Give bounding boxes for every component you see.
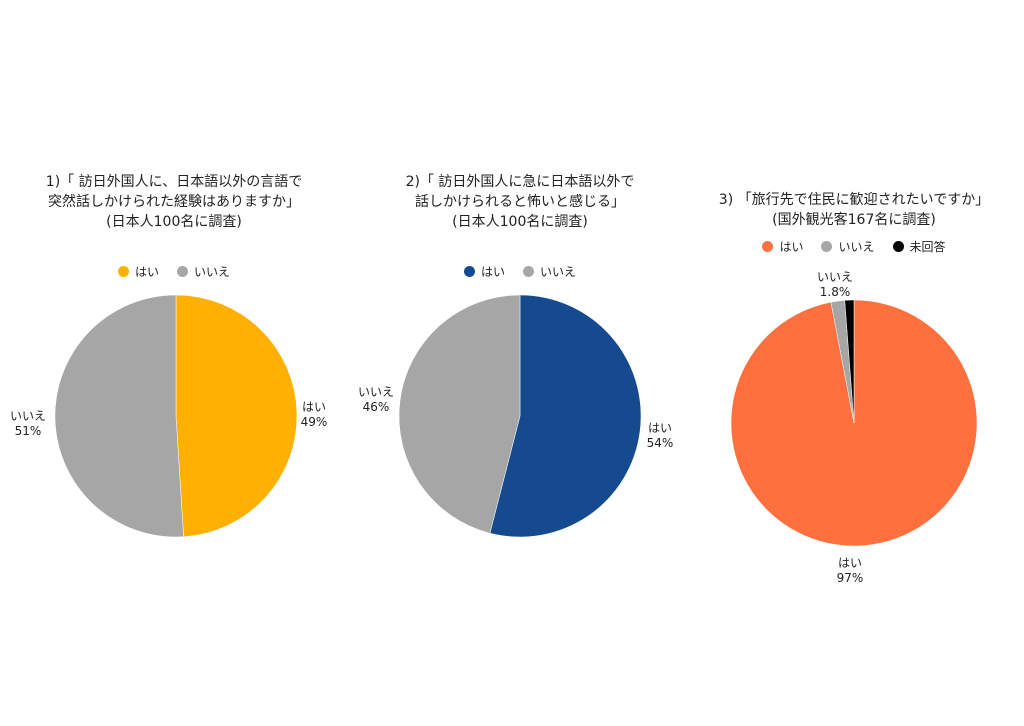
slice-value-label: 46% — [363, 400, 390, 414]
slice-category-label: はい — [838, 556, 862, 570]
legend-swatch — [523, 266, 534, 277]
legend-swatch — [117, 266, 129, 277]
chart-title-line-1: 3) 「旅行先で住民に歓迎されたいですか」 — [718, 192, 990, 208]
pie-slice-3 — [844, 299, 855, 424]
legend-label: いいえ — [194, 265, 231, 279]
chart-title-line-3: (日本人100名に調査) — [452, 214, 588, 230]
slice-category-label: いいえ — [10, 409, 46, 423]
legend-label: 未回答 — [909, 240, 946, 254]
slice-category-label: はい — [648, 421, 672, 435]
chart-title-line-3: (日本人100名に調査) — [106, 214, 242, 230]
slice-value-label: 97% — [837, 571, 864, 585]
slice-value-label: 51% — [15, 424, 42, 438]
pie-slice-2 — [398, 294, 521, 534]
legend-label: いいえ — [838, 240, 875, 254]
chart-legend: はい いいえ — [4, 263, 344, 280]
slice-value-label: 1.8% — [820, 285, 851, 299]
chart-title-line-1: 2)「 訪日外国人に急に日本語以外で — [405, 174, 635, 190]
legend-swatch — [762, 241, 774, 252]
slice-category-label: いいえ — [817, 270, 853, 284]
chart-title-line-2: 話しかけられると怖いと感じる」 — [415, 194, 625, 210]
legend-label: はい — [480, 265, 505, 279]
legend-label: はい — [779, 240, 804, 254]
chart-title-line-2: (国外観光客167名に調査) — [772, 212, 936, 228]
legend-swatch — [463, 266, 475, 277]
pie-slice-1 — [175, 294, 298, 538]
legend-swatch — [821, 241, 833, 252]
chart-title: 2)「 訪日外国人に急に日本語以外で 話しかけられると怖いと感じる」 (日本人1… — [350, 172, 690, 232]
slice-value-label: 49% — [301, 415, 328, 429]
chart-title-line-1: 1)「 訪日外国人に、日本語以外の言語で — [45, 174, 303, 190]
pie-chart-1: 1)「 訪日外国人に、日本語以外の言語で 突然話しかけられた経験はありますか」 … — [4, 0, 344, 726]
chart-title-line-2: 突然話しかけられた経験はありますか」 — [48, 194, 300, 210]
slice-category-label: いいえ — [358, 385, 394, 399]
legend-item-yes: はい — [762, 238, 803, 255]
slice-category-label: はい — [302, 400, 326, 414]
legend-item-no: いいえ — [821, 238, 875, 255]
legend-item-no: いいえ — [177, 263, 230, 280]
legend-swatch — [892, 241, 904, 252]
chart-legend: はい いいえ — [350, 263, 690, 280]
pie-slice-2 — [54, 294, 184, 538]
chart-legend: はい いいえ 未回答 — [684, 238, 1024, 255]
legend-item-no-answer: 未回答 — [892, 238, 946, 255]
legend-item-yes: はい — [117, 263, 159, 280]
pie-chart-3: 3) 「旅行先で住民に歓迎されたいですか」 (国外観光客167名に調査) はい … — [684, 0, 1024, 726]
legend-swatch — [177, 266, 188, 277]
legend-label: はい — [134, 265, 159, 279]
chart-title: 3) 「旅行先で住民に歓迎されたいですか」 (国外観光客167名に調査) — [684, 190, 1024, 230]
chart-title: 1)「 訪日外国人に、日本語以外の言語で 突然話しかけられた経験はありますか」 … — [4, 172, 344, 232]
pie-chart-2: 2)「 訪日外国人に急に日本語以外で 話しかけられると怖いと感じる」 (日本人1… — [350, 0, 690, 726]
legend-item-yes: はい — [463, 263, 505, 280]
legend-label: いいえ — [540, 265, 577, 279]
slice-value-label: 54% — [647, 436, 674, 450]
legend-item-no: いいえ — [523, 263, 576, 280]
pie-slice-1 — [489, 294, 642, 538]
